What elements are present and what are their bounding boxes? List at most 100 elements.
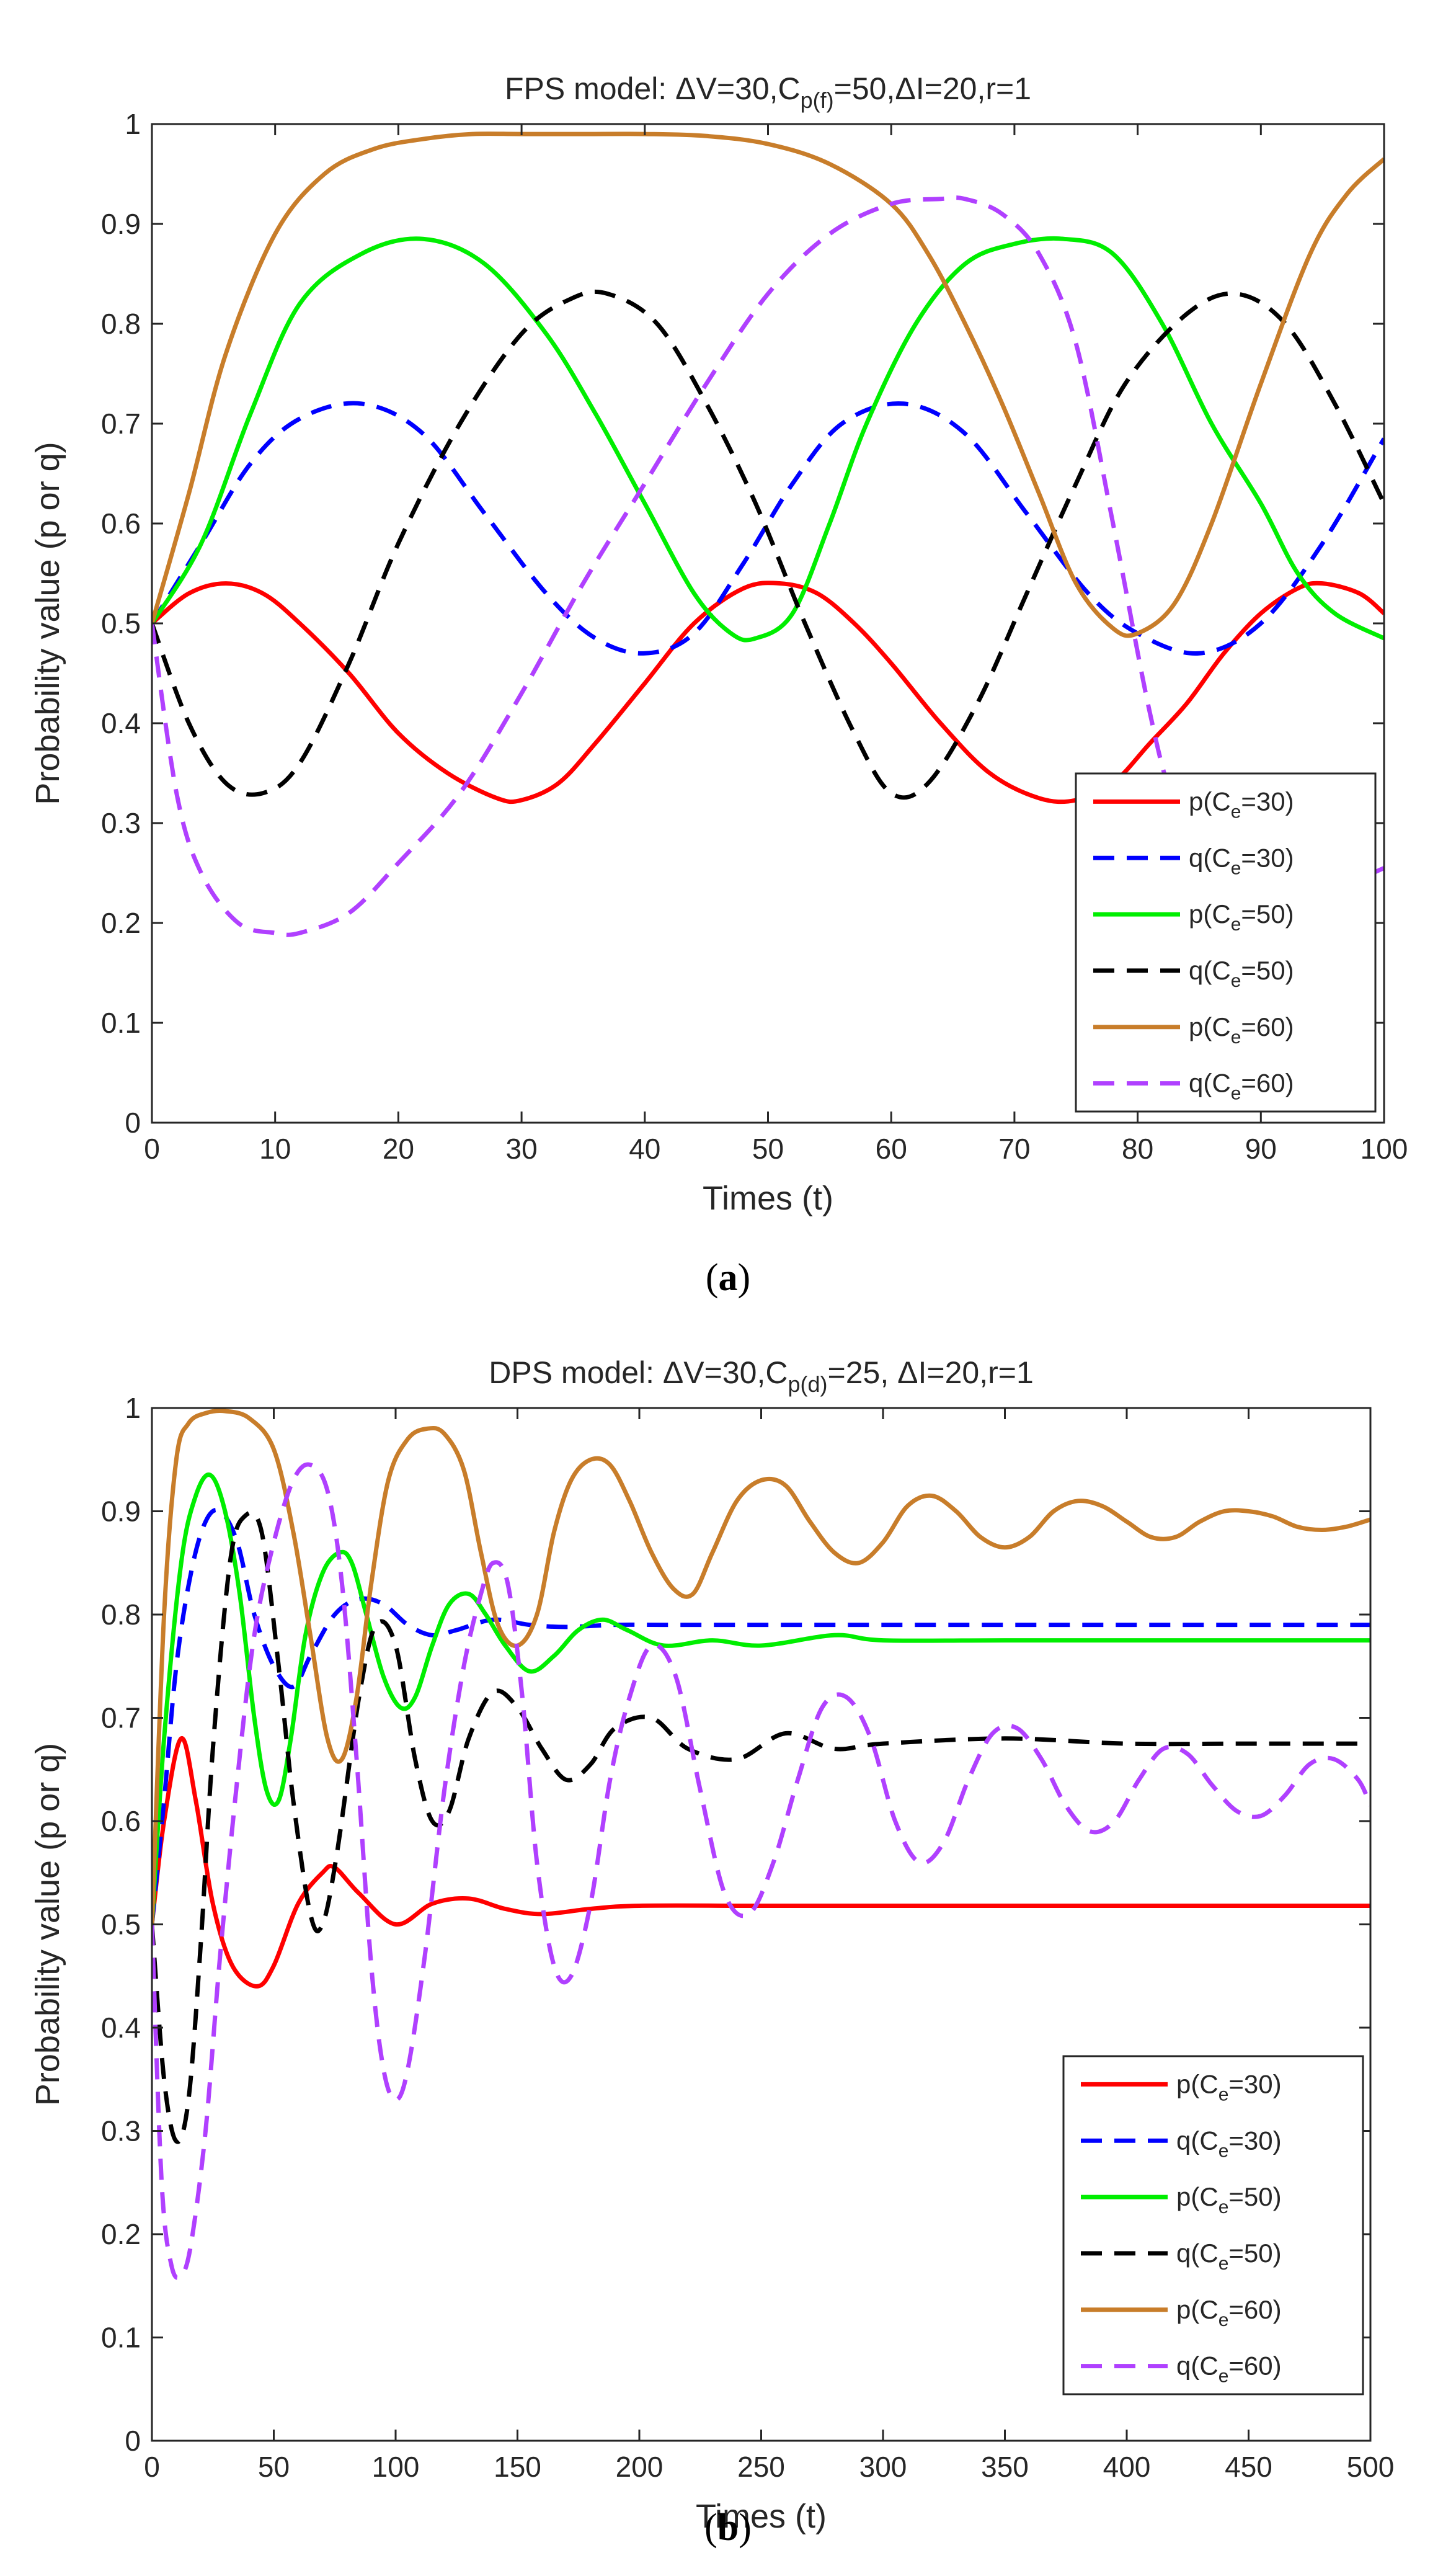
y-tick-label: 0.1: [101, 1007, 141, 1039]
legend-main: q(C: [1189, 956, 1231, 985]
x-tick-label: 400: [1103, 2451, 1151, 2483]
legend-tail: =50): [1228, 2182, 1281, 2211]
legend-tail: =60): [1241, 1012, 1294, 1041]
title-part: =25, ΔI=20,r=1: [828, 1355, 1034, 1390]
y-tick-label: 0.3: [101, 2115, 141, 2147]
legend-main: q(C: [1189, 1069, 1231, 1098]
legend-main: q(C: [1176, 2351, 1219, 2381]
legend-subscript: e: [1219, 2197, 1229, 2217]
legend-entry: q(Ce=30): [1176, 2126, 1282, 2161]
x-tick-label: 60: [876, 1133, 907, 1165]
chart-fps: FPS model: ΔV=30,Cp(f)=50,ΔI=20,r=10 10 20…: [29, 71, 1408, 1217]
legend-main: p(C: [1189, 786, 1231, 816]
y-tick-label: 0.9: [101, 208, 141, 240]
legend-main: p(C: [1176, 2295, 1219, 2324]
y-tick-label: 0.5: [101, 1909, 141, 1941]
series-line-5: [152, 131, 1384, 638]
x-tick-label: 300: [859, 2451, 907, 2483]
series-line-2: [152, 401, 1384, 656]
series-line-6: [152, 1462, 1370, 2280]
legend-subscript: e: [1219, 2253, 1229, 2274]
y-tick-label: 0.4: [101, 2012, 141, 2044]
x-tick-label: 20: [383, 1133, 414, 1165]
legend-tail: =50): [1241, 899, 1294, 929]
legend-tail: =60): [1241, 1069, 1294, 1098]
x-axis-label: Times (t): [696, 2498, 827, 2535]
x-tick-label: 0: [144, 1133, 160, 1165]
legend-main: p(C: [1176, 2069, 1219, 2098]
legend-entry: q(Ce=30): [1189, 843, 1294, 878]
y-tick-label: 0.8: [101, 308, 141, 340]
legend-main: p(C: [1189, 1012, 1231, 1041]
y-tick-label: 0.6: [101, 1805, 141, 1837]
legend-subscript: e: [1219, 2366, 1229, 2387]
x-tick-label: 350: [981, 2451, 1029, 2483]
x-tick-label: 100: [372, 2451, 420, 2483]
legend-tail: =30): [1228, 2069, 1281, 2098]
y-tick-label: 0.7: [101, 408, 141, 440]
y-tick-label: 0: [125, 2425, 141, 2457]
x-tick-label: 150: [494, 2451, 541, 2483]
legend-subscript: e: [1219, 2084, 1229, 2105]
legend-entry: p(Ce=50): [1189, 899, 1294, 935]
y-tick-label: 0.2: [101, 2218, 141, 2250]
x-tick-label: 450: [1225, 2451, 1272, 2483]
legend-subscript: e: [1219, 2310, 1229, 2330]
legend-tail: =30): [1241, 786, 1294, 816]
y-tick-label: 0.1: [101, 2322, 141, 2354]
x-tick-label: 50: [258, 2451, 290, 2483]
series-line-3: [152, 236, 1384, 643]
legend-subscript: e: [1219, 2141, 1229, 2161]
title-part: =50,ΔI=20,r=1: [834, 71, 1031, 106]
series-line-1: [152, 1736, 1370, 1989]
y-tick-label: 0.9: [101, 1495, 141, 1528]
series-line-2: [152, 1507, 1370, 1925]
legend-entry: p(Ce=60): [1189, 1012, 1294, 1048]
series-line-3: [152, 1473, 1370, 1925]
title-subscript: p(d): [788, 1371, 827, 1397]
y-tick-label: 0.8: [101, 1598, 141, 1631]
series-line-1: [152, 581, 1384, 804]
x-tick-label: 50: [752, 1133, 784, 1165]
legend-entry: q(Ce=50): [1189, 956, 1294, 991]
title-prefix: DPS model:: [489, 1355, 663, 1390]
y-axis-label: Probability value (p or q): [29, 442, 66, 804]
legend-entry: p(Ce=60): [1176, 2295, 1282, 2330]
panel-label-a: (a): [705, 1257, 751, 1299]
legend-tail: =60): [1228, 2351, 1281, 2381]
title-part: ΔV=30,C: [675, 71, 801, 106]
legend-entry: q(Ce=50): [1176, 2239, 1282, 2274]
title-part: ΔV=30,C: [663, 1355, 788, 1390]
legend-entry: p(Ce=30): [1189, 786, 1294, 822]
legend-tail: =30): [1228, 2126, 1281, 2155]
x-tick-label: 90: [1245, 1133, 1277, 1165]
y-tick-label: 0.7: [101, 1702, 141, 1734]
y-tick-label: 0.5: [101, 607, 141, 639]
x-tick-label: 30: [506, 1133, 538, 1165]
legend-entry: p(Ce=50): [1176, 2182, 1282, 2217]
legend-subscript: e: [1231, 858, 1241, 878]
title-subscript: p(f): [801, 87, 834, 113]
legend-subscript: e: [1231, 1027, 1241, 1048]
legend-tail: =50): [1228, 2239, 1281, 2268]
legend-box: [1075, 772, 1377, 1113]
x-tick-label: 40: [629, 1133, 660, 1165]
legend-entry: p(Ce=30): [1176, 2069, 1282, 2105]
y-axis-label: Probability value (p or q): [29, 1743, 66, 2106]
y-tick-label: 0.4: [101, 707, 141, 739]
x-tick-label: 250: [737, 2451, 785, 2483]
legend-main: p(C: [1176, 2182, 1219, 2211]
title-prefix: FPS model:: [505, 71, 675, 106]
x-tick-label: 10: [259, 1133, 291, 1165]
y-tick-label: 0.6: [101, 507, 141, 540]
x-tick-label: 100: [1361, 1133, 1408, 1165]
legend-main: q(C: [1176, 2239, 1219, 2268]
legend-tail: =30): [1241, 843, 1294, 872]
chart-title: FPS model: ΔV=30,Cp(f)=50,ΔI=20,r=1: [505, 71, 1031, 113]
panel-label-b: (b): [704, 2506, 752, 2549]
y-tick-label: 1: [125, 108, 141, 140]
y-tick-label: 0: [125, 1107, 141, 1139]
legend-tail: =50): [1241, 956, 1294, 985]
series-line-6: [152, 195, 1384, 937]
x-tick-label: 500: [1347, 2451, 1395, 2483]
